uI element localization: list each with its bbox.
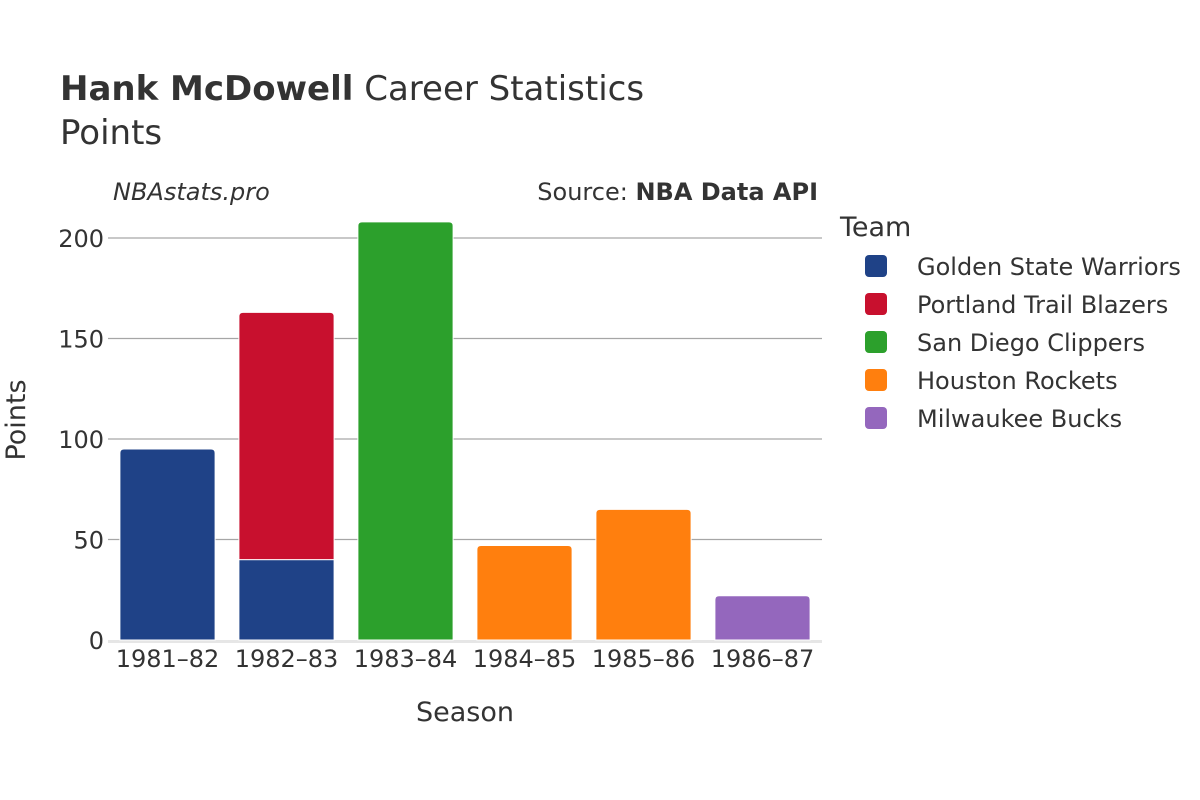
source-name: NBA Data API <box>635 178 818 206</box>
legend-label-portland-trail-blazers: Portland Trail Blazers <box>917 291 1168 319</box>
x-tick-label-1981–82: 1981–82 <box>116 645 220 673</box>
legend: Golden State Warriors Portland Trail Blaz… <box>865 253 1181 433</box>
bar-1981–82-golden-state-warriors <box>119 448 216 641</box>
legend-swatch-portland-trail-blazers <box>865 293 887 315</box>
legend-title: Team <box>839 212 911 243</box>
legend-label-san-diego-clippers: San Diego Clippers <box>917 329 1145 357</box>
y-tick-label-150: 150 <box>58 326 104 354</box>
x-tick-label-1986–87: 1986–87 <box>711 645 815 673</box>
x-tick-label-1983–84: 1983–84 <box>354 645 458 673</box>
x-tick-labels: 1981–82 1982–83 1983–84 1984–85 1985–86 1986–… <box>116 645 815 673</box>
source-prefix: Source: <box>537 178 635 206</box>
y-tick-label-0: 0 <box>89 627 104 655</box>
x-axis-label: Season <box>416 697 514 728</box>
legend-swatch-milwaukee-bucks <box>865 407 887 429</box>
source-note: Source: NBA Data API <box>537 178 818 206</box>
bar-1984–85-houston-rockets <box>476 545 573 641</box>
bar-1985–86-houston-rockets <box>595 508 692 641</box>
x-tick-label-1985–86: 1985–86 <box>592 645 696 673</box>
y-tick-labels: 0 50 100 150 200 <box>58 225 104 655</box>
bar-1982–83-golden-state-warriors <box>238 559 335 641</box>
bar-1982–83-portland-trail-blazers <box>238 311 335 561</box>
bar-1983–84-san-diego-clippers <box>357 221 454 641</box>
chart-subtitle: Points <box>60 113 162 153</box>
bars <box>119 221 811 641</box>
legend-label-houston-rockets: Houston Rockets <box>917 367 1118 395</box>
legend-label-golden-state-warriors: Golden State Warriors <box>917 253 1181 281</box>
chart-title-player: Hank McDowell <box>60 69 353 109</box>
legend-label-milwaukee-bucks: Milwaukee Bucks <box>917 405 1122 433</box>
x-tick-label-1982–83: 1982–83 <box>235 645 339 673</box>
chart-title: Hank McDowell Career Statistics <box>60 69 644 109</box>
y-tick-label-200: 200 <box>58 225 104 253</box>
y-axis-label: Points <box>1 379 32 460</box>
x-tick-label-1984–85: 1984–85 <box>473 645 577 673</box>
grid-lines <box>108 237 822 643</box>
chart-title-suffix: Career Statistics <box>364 69 644 109</box>
y-tick-label-50: 50 <box>73 527 104 555</box>
bar-1986–87-milwaukee-bucks <box>714 595 811 641</box>
legend-swatch-houston-rockets <box>865 369 887 391</box>
y-tick-label-100: 100 <box>58 426 104 454</box>
watermark: NBAstats.pro <box>113 178 270 206</box>
legend-swatch-san-diego-clippers <box>865 331 887 353</box>
legend-swatch-golden-state-warriors <box>865 255 887 277</box>
